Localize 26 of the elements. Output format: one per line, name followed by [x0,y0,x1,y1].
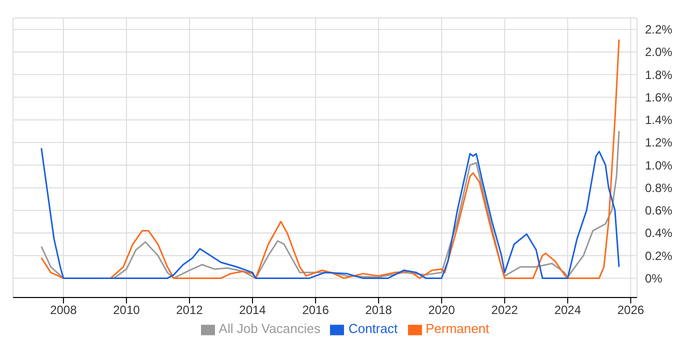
x-tick-label: 2010 [113,302,140,317]
y-tick-label: 0.6% [645,204,673,218]
y-tick-label: 2.2% [645,22,673,37]
y-tick-label: 1.8% [645,68,673,82]
x-tick-label: 2022 [491,302,518,317]
x-tick-label: 2018 [365,302,392,317]
x-tick-label: 2020 [428,302,456,317]
y-tick-label: 0% [645,271,663,286]
y-tick-label: 0.8% [645,180,673,195]
legend-label: Permanent [426,321,490,336]
legend-label: All Job Vacancies [218,321,320,336]
y-tick-label: 1.6% [645,90,673,104]
y-tick-label: 1.0% [645,158,673,172]
x-tick-label: 2026 [617,302,644,317]
x-tick-label: 2014 [239,302,266,317]
x-tick-label: 2016 [302,302,330,317]
y-tick-label: 0.2% [645,248,673,263]
legend-label: Contract [348,321,398,336]
y-tick-label: 1.2% [645,136,673,150]
y-tick-label: 0.4% [645,226,673,240]
x-tick-label: 2008 [50,302,78,317]
y-tick-label: 1.4% [645,113,673,128]
line-series [40,38,620,279]
x-tick-label: 2012 [176,302,204,317]
y-tick-label: 2.0% [645,45,673,60]
x-tick-label: 2024 [554,302,582,317]
